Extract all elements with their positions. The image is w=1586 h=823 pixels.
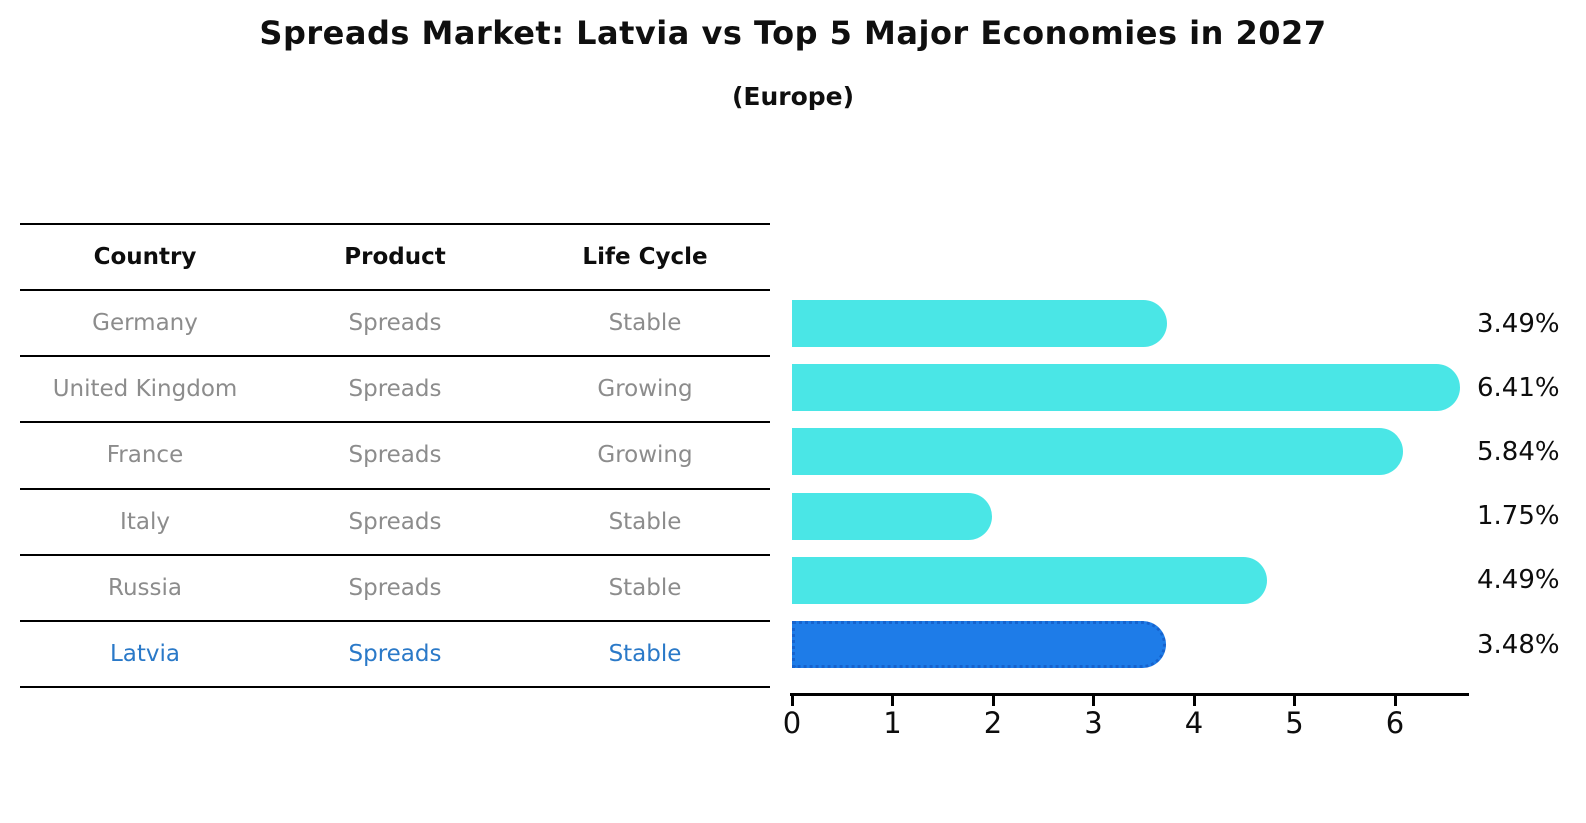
product-cell: Spreads [348,310,442,337]
value-label-italy: 1.75% [1477,501,1560,532]
table-row-italy: Italy Spreads Stable [20,490,770,556]
x-tick-mark-0 [790,696,794,706]
chart-title: Spreads Market: Latvia vs Top 5 Major Ec… [259,14,1327,52]
x-tick-label-3: 3 [1084,706,1103,740]
life-cycle-cell: Stable [608,574,682,601]
life-cycle-cell: Growing [597,442,693,469]
country-cell: United Kingdom [52,376,238,403]
table-header-row: Country Product Life Cycle [20,225,770,291]
product-cell: Spreads [348,641,442,668]
x-tick-label-1: 1 [883,706,902,740]
x-tick-mark-4 [1192,696,1196,706]
table-row-latvia: Latvia Spreads Stable [20,622,770,689]
x-axis-line [790,693,1469,696]
x-tick-label-6: 6 [1385,706,1405,740]
bar-united-kingdom [792,364,1461,412]
table-row-germany: Germany Spreads Stable [20,291,770,358]
value-label-germany: 3.49% [1477,308,1560,339]
value-label-latvia: 3.48% [1477,629,1560,660]
x-tick-mark-3 [1092,696,1095,706]
table-row-france: France Spreads Growing [20,423,770,490]
life-cycle-cell: Stable [608,641,682,668]
x-tick-label-4: 4 [1184,706,1204,740]
x-tick-label-5: 5 [1285,706,1304,740]
life-cycle-cell: Stable [608,508,682,535]
column-header-country: Country [93,244,197,270]
value-label-france: 5.84% [1477,436,1560,467]
x-tick-label-2: 2 [983,706,1003,740]
product-cell: Spreads [348,574,442,601]
value-label-united-kingdom: 6.41% [1477,372,1560,403]
life-cycle-cell: Growing [597,376,693,403]
country-cell: Russia [108,574,182,601]
x-tick-mark-2 [991,696,995,706]
x-tick-mark-5 [1293,696,1296,706]
column-header-product: Product [344,244,446,270]
product-cell: Spreads [348,376,442,403]
bar-germany [792,300,1167,347]
table-row-russia: Russia Spreads Stable [20,556,770,622]
value-label-russia: 4.49% [1477,565,1560,596]
bar-russia [792,556,1268,604]
x-tick-label-0: 0 [782,706,802,740]
bar-france [792,428,1403,476]
column-header-life-cycle: Life Cycle [582,244,708,270]
country-cell: France [106,442,184,469]
country-table: Country Product Life Cycle Germany Spread… [20,223,770,689]
chart-subtitle: (Europe) [731,82,855,111]
table-row-united-kingdom: United Kingdom Spreads Growing [20,357,770,424]
country-cell: Latvia [109,641,181,668]
country-cell: Italy [120,508,170,535]
x-tick-mark-1 [891,696,894,706]
country-cell: Germany [92,310,198,337]
bar-latvia [792,621,1166,668]
table-body: Germany Spreads Stable United Kingdom Spread… [20,291,770,689]
life-cycle-cell: Stable [608,310,682,337]
x-tick-mark-6 [1393,696,1397,706]
product-cell: Spreads [348,442,442,469]
product-cell: Spreads [348,508,442,535]
bar-italy [792,492,992,540]
